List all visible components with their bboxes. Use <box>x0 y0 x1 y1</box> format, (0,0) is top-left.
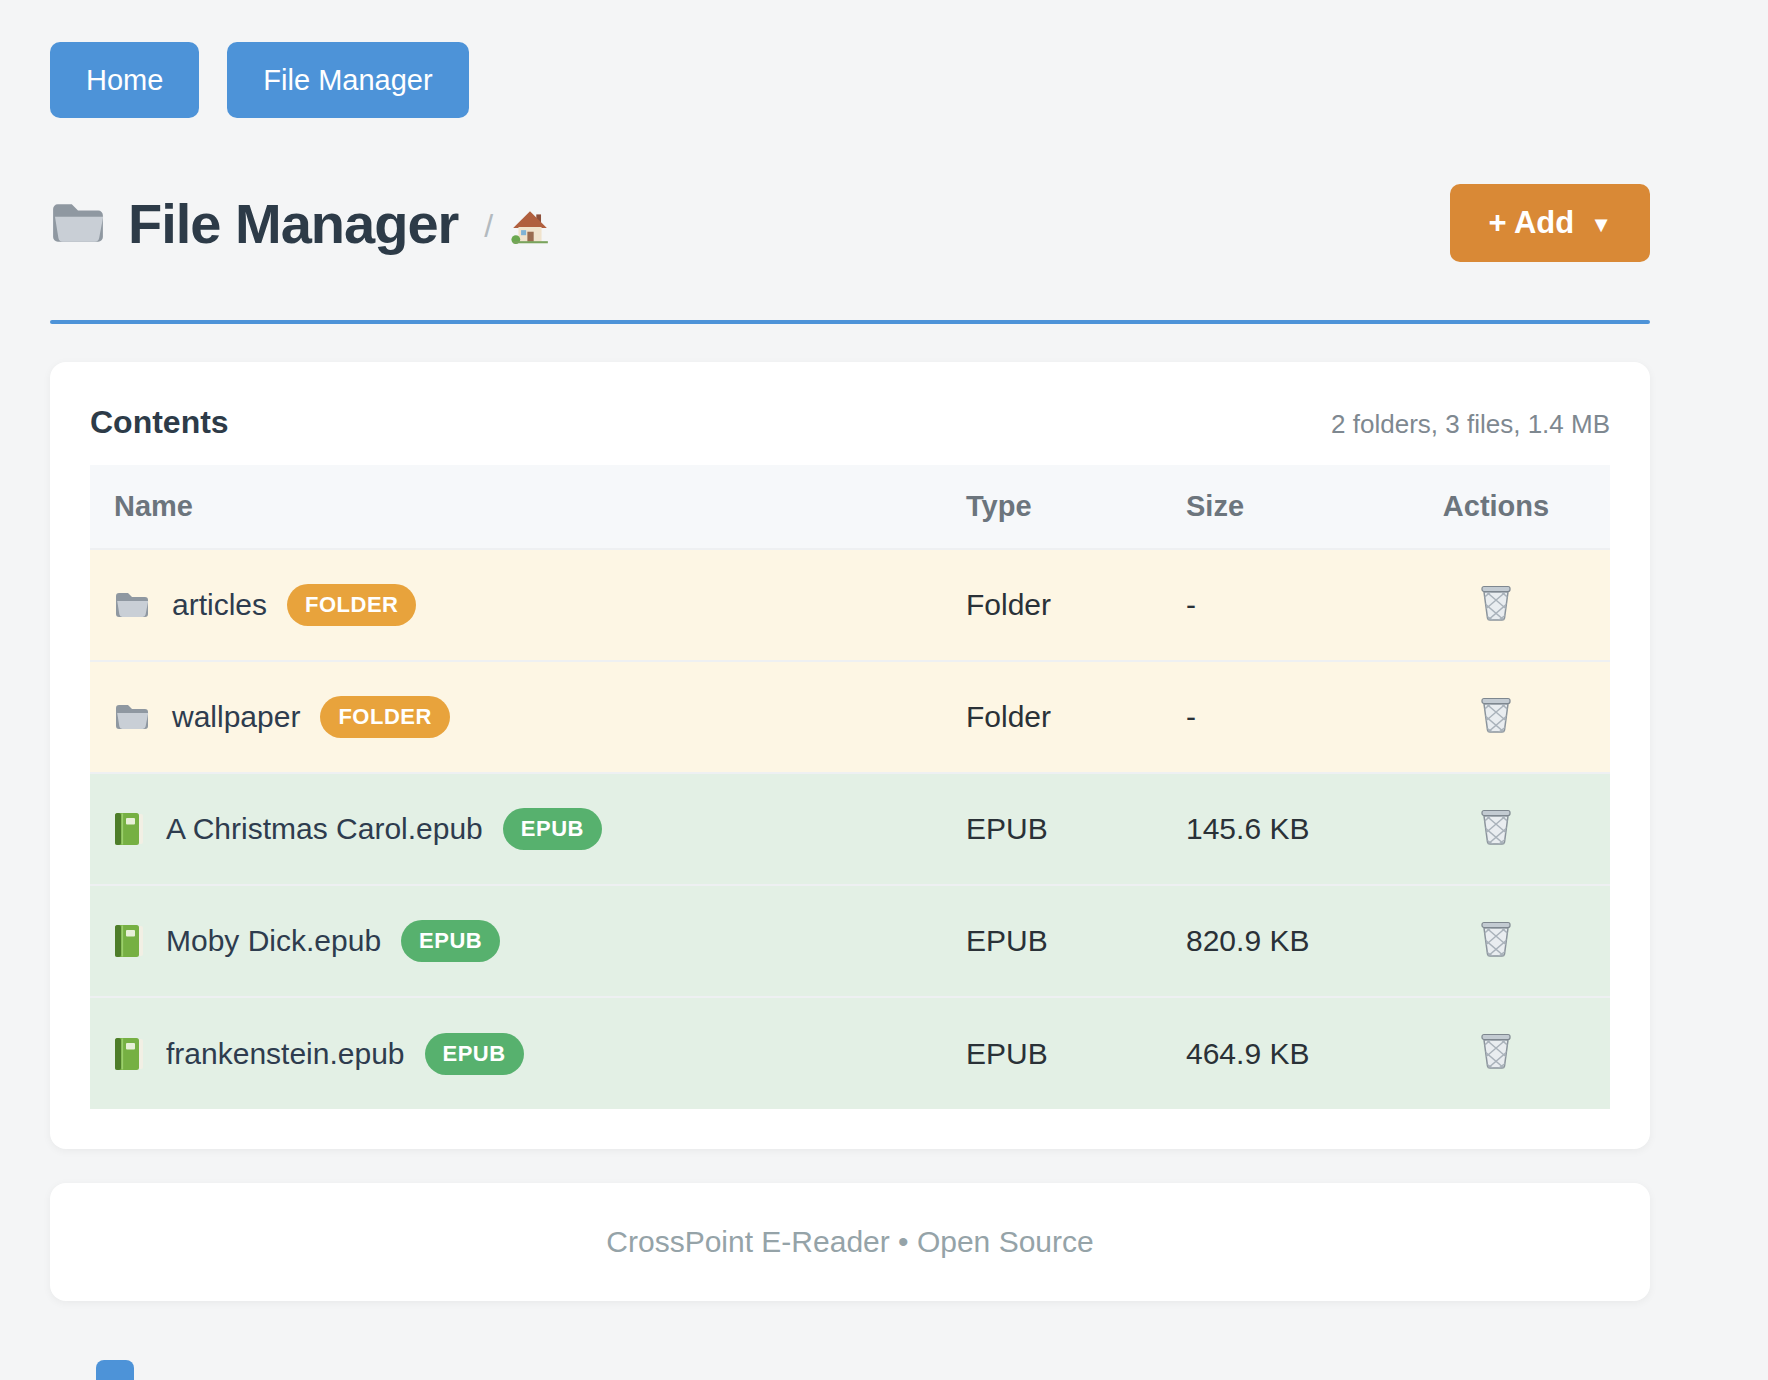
table-row[interactable]: frankenstein.epub EPUB EPUB 464.9 KB <box>90 997 1610 1109</box>
green-book-icon <box>114 1037 144 1071</box>
file-entry[interactable]: frankenstein.epub EPUB <box>114 1033 950 1075</box>
delete-button[interactable] <box>1479 583 1513 621</box>
file-name: Moby Dick.epub <box>166 924 381 958</box>
delete-button[interactable] <box>1479 919 1513 957</box>
green-book-icon <box>114 812 144 846</box>
file-type: Folder <box>950 661 1170 773</box>
file-entry[interactable]: wallpaper FOLDER <box>114 696 950 738</box>
page: Home File Manager File Manager / + Add ▼ <box>50 0 1650 1301</box>
type-badge: FOLDER <box>320 696 449 738</box>
trash-icon <box>1479 1057 1513 1072</box>
file-name: wallpaper <box>172 700 300 734</box>
trash-icon <box>1479 609 1513 624</box>
type-badge: EPUB <box>425 1033 524 1075</box>
file-name: A Christmas Carol.epub <box>166 812 483 846</box>
file-size: - <box>1170 549 1382 661</box>
contents-heading: Contents <box>90 404 229 441</box>
file-entry[interactable]: articles FOLDER <box>114 584 950 626</box>
home-icon[interactable] <box>509 206 551 248</box>
contents-card: Contents 2 folders, 3 files, 1.4 MB Name… <box>50 362 1650 1149</box>
add-button-label: + Add <box>1488 205 1574 241</box>
file-type: EPUB <box>950 885 1170 997</box>
file-name: articles <box>172 588 267 622</box>
table-row[interactable]: A Christmas Carol.epub EPUB EPUB 145.6 K… <box>90 773 1610 885</box>
delete-button[interactable] <box>1479 695 1513 733</box>
column-header-size: Size <box>1170 465 1382 549</box>
delete-button[interactable] <box>1479 1031 1513 1069</box>
trash-icon <box>1479 721 1513 736</box>
trash-icon <box>1479 833 1513 848</box>
nav-button-file-manager[interactable]: File Manager <box>227 42 468 118</box>
file-size: 145.6 KB <box>1170 773 1382 885</box>
file-entry[interactable]: A Christmas Carol.epub EPUB <box>114 808 950 850</box>
file-size: 820.9 KB <box>1170 885 1382 997</box>
type-badge: EPUB <box>503 808 602 850</box>
partially-visible-button[interactable] <box>96 1360 134 1380</box>
file-type: EPUB <box>950 773 1170 885</box>
folder-icon <box>114 702 150 732</box>
footer-text: CrossPoint E-Reader • Open Source <box>606 1225 1093 1259</box>
folder-icon <box>50 199 106 247</box>
breadcrumb-separator: / <box>484 208 493 245</box>
file-table-body: articles FOLDER Folder - <box>90 549 1610 1109</box>
add-button[interactable]: + Add ▼ <box>1450 184 1650 262</box>
delete-button[interactable] <box>1479 807 1513 845</box>
type-badge: EPUB <box>401 920 500 962</box>
trash-icon <box>1479 945 1513 960</box>
header-divider <box>50 320 1650 324</box>
column-header-actions: Actions <box>1382 465 1610 549</box>
footer: CrossPoint E-Reader • Open Source <box>50 1183 1650 1301</box>
contents-card-header: Contents 2 folders, 3 files, 1.4 MB <box>90 404 1610 441</box>
column-header-type: Type <box>950 465 1170 549</box>
top-nav: Home File Manager <box>50 0 1650 118</box>
file-type: EPUB <box>950 997 1170 1109</box>
title-group: File Manager / <box>50 191 551 256</box>
folder-icon <box>114 590 150 620</box>
table-row[interactable]: articles FOLDER Folder - <box>90 549 1610 661</box>
file-size: 464.9 KB <box>1170 997 1382 1109</box>
table-row[interactable]: wallpaper FOLDER Folder - <box>90 661 1610 773</box>
page-title: File Manager <box>128 191 458 256</box>
type-badge: FOLDER <box>287 584 416 626</box>
table-header-row: Name Type Size Actions <box>90 465 1610 549</box>
file-type: Folder <box>950 549 1170 661</box>
column-header-name: Name <box>90 465 950 549</box>
file-name: frankenstein.epub <box>166 1037 405 1071</box>
file-entry[interactable]: Moby Dick.epub EPUB <box>114 920 950 962</box>
green-book-icon <box>114 924 144 958</box>
page-header: File Manager / + Add ▼ <box>50 184 1650 262</box>
nav-button-home[interactable]: Home <box>50 42 199 118</box>
file-table: Name Type Size Actions <box>90 465 1610 1109</box>
caret-down-icon: ▼ <box>1590 212 1612 238</box>
contents-summary: 2 folders, 3 files, 1.4 MB <box>1331 409 1610 440</box>
file-size: - <box>1170 661 1382 773</box>
table-row[interactable]: Moby Dick.epub EPUB EPUB 820.9 KB <box>90 885 1610 997</box>
